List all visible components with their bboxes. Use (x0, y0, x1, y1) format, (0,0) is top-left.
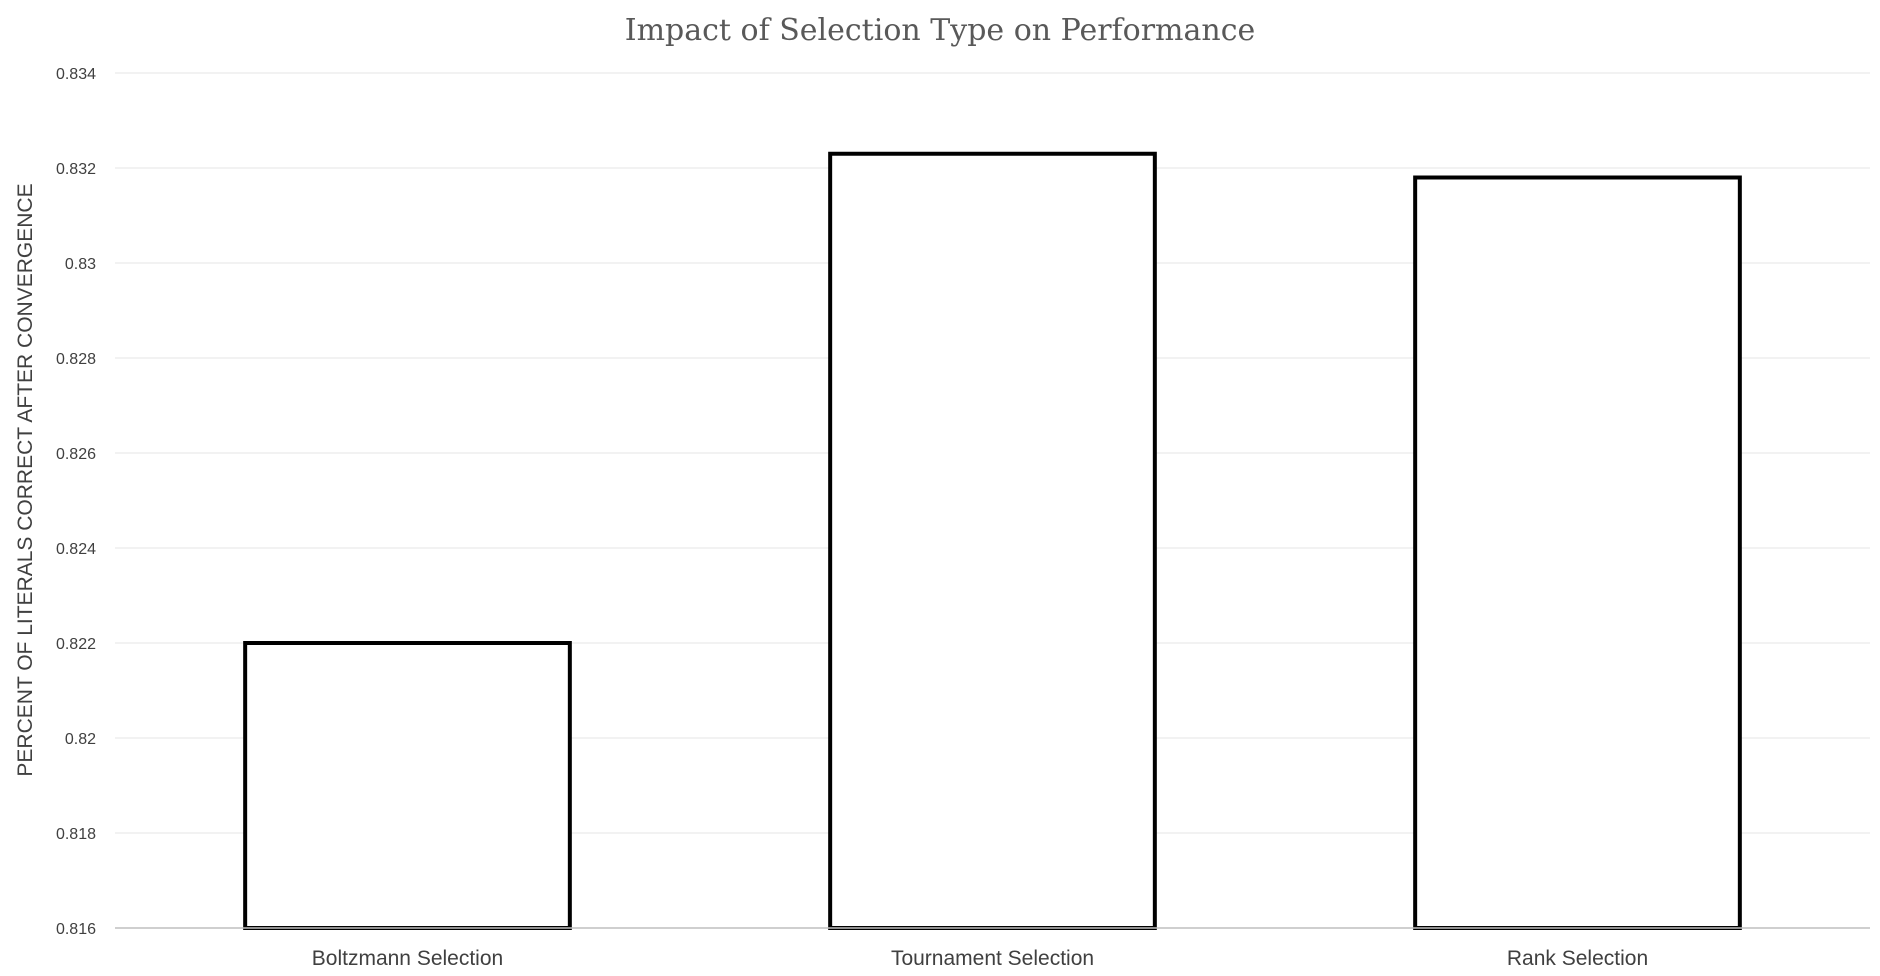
y-tick-label: 0.83 (65, 256, 96, 273)
bar-tournament-selection (828, 151, 1157, 930)
y-tick-label: 0.828 (56, 351, 96, 368)
y-axis-title: PERCENT OF LITERALS CORRECT AFTER CONVER… (14, 183, 37, 776)
category-labels: Boltzmann Selection Tournament Selection R… (312, 947, 1648, 970)
y-tick-label: 0.822 (56, 636, 96, 653)
category-label: Boltzmann Selection (312, 947, 503, 970)
y-tick-label: 0.826 (56, 446, 96, 463)
y-tick-label: 0.82 (65, 731, 96, 748)
y-tick-labels: 0.816 0.818 0.82 0.822 0.824 0.826 0.828 0.83 0.… (56, 66, 96, 938)
y-tick-label: 0.832 (56, 161, 96, 178)
y-tick-label: 0.824 (56, 541, 96, 558)
y-tick-label: 0.834 (56, 66, 96, 83)
bar-boltzmann-selection (243, 641, 572, 930)
bar-rank-selection (1413, 175, 1742, 930)
y-tick-label: 0.818 (56, 826, 96, 843)
chart-title: Impact of Selection Type on Performance (625, 13, 1256, 48)
y-tick-label: 0.816 (56, 921, 96, 938)
bars (243, 151, 1742, 930)
category-label: Tournament Selection (891, 947, 1094, 970)
category-label: Rank Selection (1507, 947, 1648, 970)
